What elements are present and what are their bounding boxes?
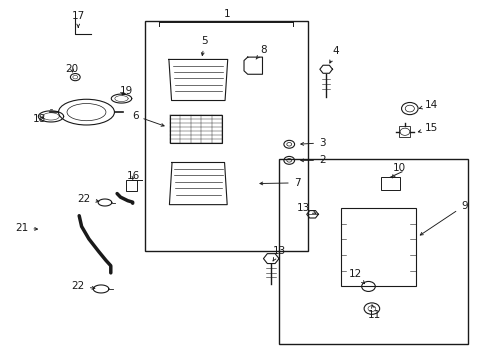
Text: 3: 3 [300,138,325,148]
Text: 9: 9 [419,201,467,235]
Text: 5: 5 [201,36,207,55]
Text: 8: 8 [256,45,267,59]
Bar [278,158,467,344]
Bar [380,177,399,190]
Text: 13: 13 [272,246,285,261]
Bar [126,180,137,191]
Text: 18: 18 [33,113,46,123]
Text: 7: 7 [260,178,300,188]
Text: 15: 15 [417,123,437,133]
Text: 17: 17 [71,12,84,27]
Text: 20: 20 [65,64,78,73]
Text: 1: 1 [224,9,230,19]
Bar [399,126,409,137]
Text: 2: 2 [300,156,325,165]
Text: 16: 16 [127,171,140,181]
Bar [340,208,415,287]
Text: 13: 13 [297,203,315,213]
Text: 10: 10 [391,163,405,178]
Text: 6: 6 [132,111,164,126]
Bar [144,21,307,251]
Bar [169,115,222,143]
Text: 11: 11 [367,305,381,320]
Text: 4: 4 [329,46,339,63]
Text: 19: 19 [120,86,133,96]
Text: 22: 22 [71,282,95,292]
Text: 22: 22 [77,194,99,203]
Text: 12: 12 [348,269,364,284]
Text: 21: 21 [15,223,38,233]
Text: 14: 14 [419,100,437,110]
